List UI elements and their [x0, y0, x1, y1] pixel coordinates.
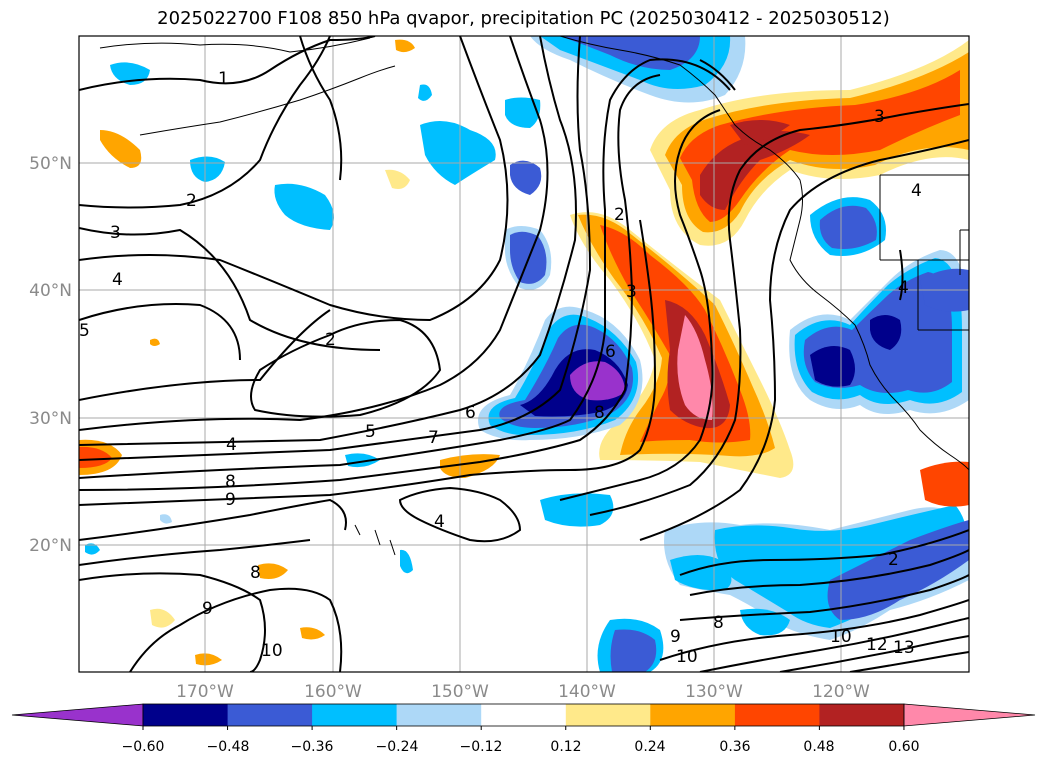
map-frame — [78, 35, 970, 673]
colorbar-segment — [734, 704, 820, 726]
contour-label: 8 — [250, 563, 261, 583]
contour-label: 8 — [225, 472, 236, 492]
contour-label: 8 — [594, 403, 605, 423]
colorbar-extend-high — [903, 703, 1036, 727]
colorbar-extend-low — [11, 703, 144, 727]
colorbar-segment — [565, 704, 651, 726]
lat-label: 30°N — [29, 409, 72, 429]
colorbar-tick-label: 0.60 — [888, 739, 919, 755]
contour-label: 4 — [434, 512, 445, 532]
coastlines — [99, 36, 969, 556]
colorbar-segment — [650, 704, 736, 726]
contour-label-group: 1 2 3 4 5 2 4 6 6 7 8 9 5 4 8 8 9 10 3 2… — [79, 69, 922, 667]
contour-label: 9 — [670, 627, 681, 647]
contour-label: 9 — [202, 599, 213, 619]
contour-label: 4 — [112, 270, 123, 290]
contour-label: 6 — [465, 403, 476, 423]
colorbar-tick-label: −0.60 — [122, 739, 165, 755]
colorbar-segment — [143, 704, 228, 726]
lon-label: 140°W — [558, 682, 616, 702]
lon-label: 160°W — [304, 682, 362, 702]
contour-label: 5 — [79, 321, 90, 341]
contour-label: 2 — [614, 205, 625, 225]
colorbar-tick-label: −0.48 — [207, 739, 250, 755]
contour-label: 2 — [888, 550, 899, 570]
colorbar-tick-label: −0.36 — [291, 739, 334, 755]
colorbar-segment — [481, 704, 567, 726]
lon-label: 130°W — [685, 682, 743, 702]
colorbar: −0.60 −0.48 −0.36 −0.24 −0.12 0.12 0.24 … — [11, 703, 1036, 755]
colorbar-tick-label: 0.24 — [634, 739, 665, 755]
contour-label: 10 — [676, 647, 698, 667]
lon-label: 150°W — [431, 682, 489, 702]
lat-label: 50°N — [29, 154, 72, 174]
contour-label: 3 — [874, 107, 885, 127]
contour-label: 4 — [226, 435, 237, 455]
contour-label: 3 — [110, 223, 121, 243]
contour-label: 13 — [893, 638, 915, 658]
contour-label: 3 — [626, 282, 637, 302]
longitude-labels: 170°W 160°W 150°W 140°W 130°W 120°W — [176, 682, 870, 702]
colorbar-segment — [396, 704, 482, 726]
colorbar-tick-label: 0.12 — [550, 739, 581, 755]
colorbar-tick-label: −0.24 — [376, 739, 419, 755]
contour-label: 5 — [365, 422, 376, 442]
colorbar-segment — [819, 704, 905, 726]
lon-label: 170°W — [176, 682, 234, 702]
contour-label: 2 — [186, 191, 197, 211]
qvapor-contours — [79, 36, 969, 672]
contour-label: 4 — [898, 278, 909, 298]
lat-label: 20°N — [29, 536, 72, 556]
contour-label: 12 — [866, 635, 888, 655]
map-gridlines — [79, 36, 969, 672]
map-panel: 1 2 3 4 5 2 4 6 6 7 8 9 5 4 8 8 9 10 3 2… — [79, 36, 969, 672]
contour-label: 4 — [911, 181, 922, 201]
contour-label: 9 — [225, 490, 236, 510]
latitude-labels: 50°N 40°N 30°N 20°N — [29, 154, 72, 556]
contour-label: 10 — [261, 641, 283, 661]
contour-label: 2 — [325, 330, 336, 350]
contour-label: 7 — [428, 428, 439, 448]
colorbar-segment — [227, 704, 313, 726]
colorbar-tick-label: 0.36 — [719, 739, 750, 755]
colorbar-tick-label: −0.12 — [460, 739, 503, 755]
contour-label: 1 — [218, 69, 229, 89]
map-title: 2025022700 F108 850 hPa qvapor, precipit… — [157, 8, 890, 29]
contour-label: 8 — [713, 613, 724, 633]
contour-label: 6 — [605, 342, 616, 362]
lon-label: 120°W — [812, 682, 870, 702]
colorbar-tick-label: 0.48 — [803, 739, 834, 755]
colorbar-segment — [312, 704, 398, 726]
contour-label: 10 — [830, 627, 852, 647]
lat-label: 40°N — [29, 281, 72, 301]
colorbar-outline — [142, 703, 905, 727]
